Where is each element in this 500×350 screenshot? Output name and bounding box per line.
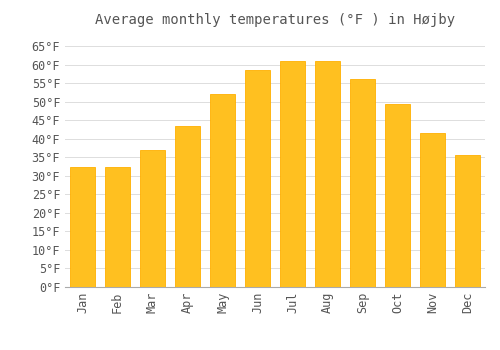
Bar xyxy=(420,133,445,287)
Bar xyxy=(70,167,95,287)
Bar xyxy=(245,70,270,287)
Bar xyxy=(455,155,480,287)
Bar xyxy=(210,94,235,287)
Bar xyxy=(140,150,165,287)
Title: Average monthly temperatures (°F ) in Højby: Average monthly temperatures (°F ) in Hø… xyxy=(95,13,455,27)
Bar xyxy=(280,61,305,287)
Bar xyxy=(316,61,340,287)
Bar xyxy=(105,167,130,287)
Bar xyxy=(350,79,375,287)
Bar xyxy=(176,126,200,287)
Bar xyxy=(385,104,410,287)
